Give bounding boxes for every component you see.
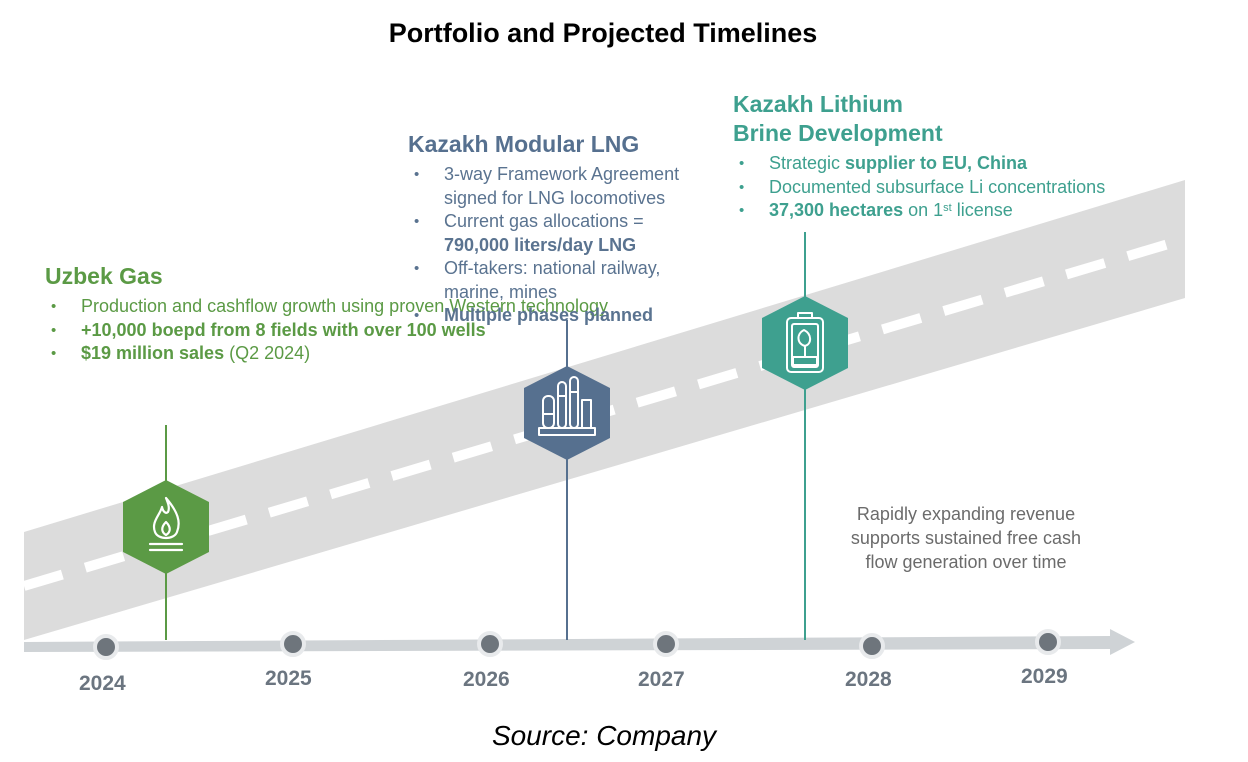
page-title: Portfolio and Projected Timelines <box>388 18 818 48</box>
battery-leaf-icon <box>786 312 824 373</box>
kazakh-lng-bullets: 3-way Framework Agreement signed for LNG… <box>408 163 708 328</box>
timeline-axis-arrow <box>24 629 1135 655</box>
list-item: +10,000 boepd from 8 fields with over 10… <box>45 319 608 343</box>
revenue-note: Rapidly expanding revenue supports susta… <box>850 504 1082 572</box>
list-item: Current gas allocations = 790,000 liters… <box>408 210 708 257</box>
year-dot-2024 <box>93 634 119 660</box>
list-item: $19 million sales (Q2 2024) <box>45 342 608 366</box>
kazakh-lithium-title: Kazakh Lithium Brine Development <box>733 91 943 146</box>
year-label-2026: 2026 <box>463 668 510 691</box>
kazakh-lng-title: Kazakh Modular LNG <box>408 131 640 157</box>
list-item: Strategic supplier to EU, China <box>733 152 1153 176</box>
year-label-2024: 2024 <box>79 672 126 695</box>
year-label-2025: 2025 <box>265 667 312 690</box>
kazakh-lithium-bullets: Strategic supplier to EU, China Document… <box>733 152 1153 223</box>
list-item: 37,300 hectares on 1st license <box>733 199 1153 223</box>
uzbek-gas-title: Uzbek Gas <box>45 263 163 289</box>
refinery-icon <box>538 376 596 436</box>
flame-icon <box>148 496 184 552</box>
year-dot-2027 <box>653 631 679 657</box>
year-dot-2025 <box>280 631 306 657</box>
source-caption: Source: Company <box>491 720 717 751</box>
kazakh-lng-block: Kazakh Modular LNG 3-way Framework Agree… <box>408 130 708 328</box>
year-dot-2028 <box>859 633 885 659</box>
year-dot-2029 <box>1035 629 1061 655</box>
list-item: Documented subsurface Li concentrations <box>733 176 1153 200</box>
uzbek-hexagon <box>123 480 209 574</box>
list-item: Multiple phases planned <box>408 304 708 328</box>
list-item: Off-takers: national railway, marine, mi… <box>408 257 708 304</box>
list-item: 3-way Framework Agreement signed for LNG… <box>408 163 708 210</box>
year-label-2029: 2029 <box>1021 665 1068 688</box>
year-dot-2026 <box>477 631 503 657</box>
year-label-2028: 2028 <box>845 668 892 691</box>
year-label-2027: 2027 <box>638 668 685 691</box>
lithium-hexagon <box>762 296 848 390</box>
